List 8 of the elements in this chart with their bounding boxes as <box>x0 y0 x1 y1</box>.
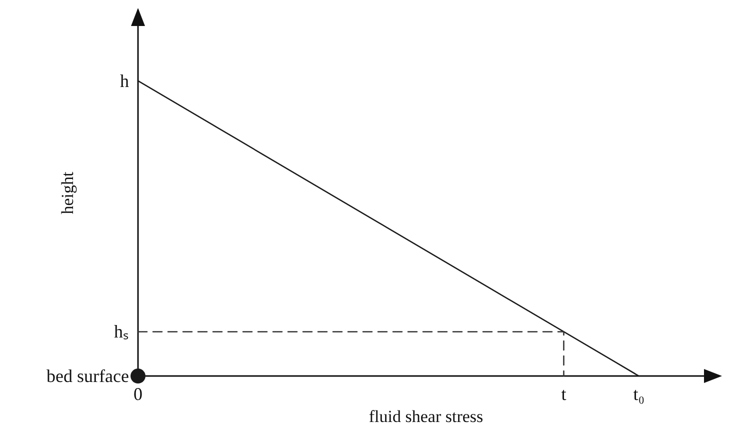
annotation: h <box>120 70 129 91</box>
x-tick-label: t <box>561 384 566 404</box>
annotation: bed surface <box>46 366 130 386</box>
annotation: hₛ <box>114 322 129 342</box>
x-axis-title: fluid shear stress <box>368 407 484 426</box>
y-axis-title: height <box>58 171 77 214</box>
x-tick-label: 0 <box>134 384 142 404</box>
x-tick-label: t₀ <box>633 384 645 404</box>
